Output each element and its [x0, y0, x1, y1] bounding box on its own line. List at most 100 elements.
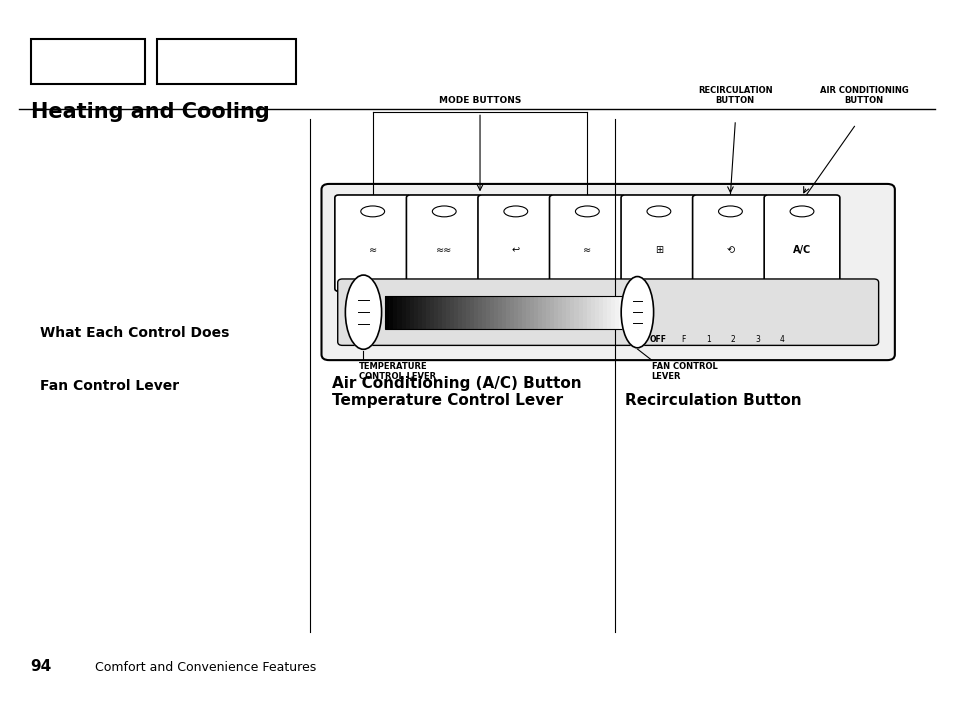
FancyBboxPatch shape [335, 195, 410, 291]
Text: What Each Control Does: What Each Control Does [40, 326, 230, 340]
Bar [510, 296, 514, 329]
Ellipse shape [718, 206, 741, 217]
Bar [393, 296, 397, 329]
Bar [414, 296, 417, 329]
Bar [505, 296, 510, 329]
Bar [454, 296, 457, 329]
Text: A/C: A/C [792, 246, 810, 256]
Bar [558, 296, 562, 329]
Bar [606, 296, 611, 329]
Text: ⊞: ⊞ [654, 246, 662, 256]
Bar [550, 296, 555, 329]
Bar [566, 296, 570, 329]
FancyBboxPatch shape [321, 184, 894, 360]
Bar [425, 296, 430, 329]
Bar [470, 296, 474, 329]
Bar [409, 296, 414, 329]
Bar [457, 296, 462, 329]
Bar [614, 296, 618, 329]
FancyBboxPatch shape [477, 195, 553, 291]
Bar [385, 296, 626, 329]
Bar [570, 296, 575, 329]
Ellipse shape [503, 206, 527, 217]
Bar [494, 296, 498, 329]
Text: 94: 94 [30, 659, 51, 674]
Text: RECIRCULATION
BUTTON: RECIRCULATION BUTTON [698, 86, 772, 105]
Bar [445, 296, 450, 329]
FancyBboxPatch shape [337, 279, 878, 345]
Bar [534, 296, 538, 329]
Bar [401, 296, 406, 329]
Text: OFF: OFF [649, 335, 666, 344]
Text: ⟲: ⟲ [725, 246, 734, 256]
Bar [417, 296, 421, 329]
Bar [497, 296, 502, 329]
Bar [514, 296, 518, 329]
Bar [517, 296, 522, 329]
Ellipse shape [360, 206, 384, 217]
Text: Fan Control Lever: Fan Control Lever [40, 379, 179, 393]
Bar [405, 296, 410, 329]
Bar [434, 296, 437, 329]
Bar [521, 296, 526, 329]
Bar [594, 296, 598, 329]
Text: ≈≈: ≈≈ [436, 246, 452, 256]
Bar [474, 296, 477, 329]
Bar [618, 296, 622, 329]
Bar [582, 296, 586, 329]
Bar [586, 296, 591, 329]
Bar [421, 296, 426, 329]
FancyBboxPatch shape [763, 195, 839, 291]
Bar [574, 296, 578, 329]
Bar [541, 296, 546, 329]
Text: MODE BUTTONS: MODE BUTTONS [438, 96, 520, 105]
Bar [449, 296, 454, 329]
Text: ❈: ❈ [630, 335, 637, 344]
Text: ≈: ≈ [582, 246, 591, 256]
Text: 2: 2 [730, 335, 735, 344]
Bar [477, 296, 482, 329]
Bar [610, 296, 615, 329]
FancyBboxPatch shape [692, 195, 767, 291]
Text: 4: 4 [780, 335, 784, 344]
Bar [537, 296, 542, 329]
Bar [490, 296, 494, 329]
Bar [622, 296, 626, 329]
Bar [602, 296, 606, 329]
FancyBboxPatch shape [549, 195, 624, 291]
Bar [481, 296, 486, 329]
Text: Recirculation Button: Recirculation Button [624, 393, 801, 408]
Bar [598, 296, 602, 329]
Bar [437, 296, 442, 329]
Bar [526, 296, 530, 329]
Text: FAN CONTROL
LEVER: FAN CONTROL LEVER [651, 362, 717, 381]
Bar [385, 296, 390, 329]
Text: F: F [680, 335, 685, 344]
Bar [546, 296, 550, 329]
Text: Heating and Cooling: Heating and Cooling [30, 102, 269, 121]
Ellipse shape [575, 206, 598, 217]
Bar [397, 296, 401, 329]
Ellipse shape [345, 275, 381, 350]
Bar [30, 39, 145, 84]
Bar [441, 296, 446, 329]
Bar [554, 296, 558, 329]
Bar [485, 296, 490, 329]
Bar [465, 296, 470, 329]
Bar [501, 296, 506, 329]
Ellipse shape [620, 277, 653, 347]
Text: AIR CONDITIONING
BUTTON: AIR CONDITIONING BUTTON [819, 86, 907, 105]
Bar [389, 296, 394, 329]
Bar [530, 296, 535, 329]
Ellipse shape [789, 206, 813, 217]
FancyBboxPatch shape [406, 195, 481, 291]
Text: Temperature Control Lever: Temperature Control Lever [332, 393, 562, 408]
Text: Comfort and Convenience Features: Comfort and Convenience Features [95, 661, 316, 674]
Text: 3: 3 [755, 335, 760, 344]
Text: TEMPERATURE
CONTROL LEVER: TEMPERATURE CONTROL LEVER [358, 362, 436, 381]
Text: ↩: ↩ [511, 246, 519, 256]
Bar [578, 296, 582, 329]
Bar [429, 296, 434, 329]
Text: ≈: ≈ [368, 246, 376, 256]
Bar [562, 296, 566, 329]
